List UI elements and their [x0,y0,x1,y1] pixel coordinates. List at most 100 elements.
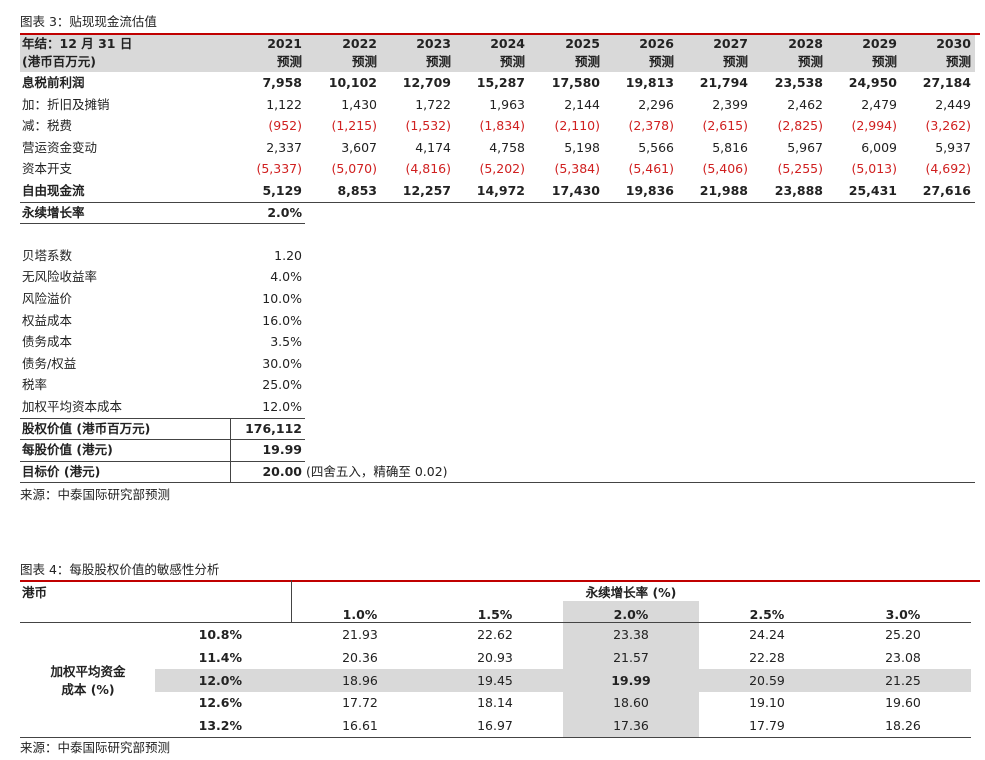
cell: 23,538 [774,75,823,90]
row-label: 资本开支 [22,161,73,177]
row-label: 股权价值 (港币百万元) [22,420,151,436]
row-label: 加权平均资本成本 [22,399,123,414]
rule [291,580,292,622]
cell: 2,296 [638,96,674,112]
cell: 2,337 [266,139,302,155]
year: 2021 [267,36,302,51]
year: 2029 [862,36,897,51]
header-band [20,35,975,72]
rule [20,33,980,35]
cell: 20.00 [262,463,302,479]
cell: (4,692) [925,161,971,177]
cell: 5,129 [262,183,302,198]
year: 2023 [416,36,451,51]
table-title: 图表 4：每股股权价值的敏感性分析 [20,562,220,577]
row-title: 加权平均资金 [50,664,126,679]
cell: (5,461) [628,161,674,177]
cell: 10.0% [262,291,302,306]
rule [20,482,975,483]
rule [20,418,305,419]
cell: 19,813 [625,75,674,90]
year: 2024 [490,36,525,51]
table-title: 图表 3：贴现现金流估值 [20,14,157,29]
cell: (2,110) [554,118,600,134]
year-sub: 预测 [351,54,377,69]
cell: (2,615) [702,118,748,134]
column-title: 永续增长率 (%) [585,585,677,600]
cell: 8,853 [337,183,377,198]
cell: 24.24 [749,627,785,642]
row-label: 贝塔系数 [22,247,73,263]
row-label: 风险溢价 [22,291,73,306]
cell: 4,174 [415,139,451,155]
cell: 17.79 [749,718,785,734]
rule [20,622,971,623]
cell: 2,462 [787,96,823,112]
year-sub: 预测 [722,54,748,69]
cell: 20.59 [749,672,785,688]
cell: 21.57 [613,649,649,665]
cell: 19,836 [625,183,674,198]
cell: 23.38 [613,627,649,642]
header-label: (港币百万元) [22,54,96,69]
row-label: 目标价 (港元) [22,463,101,479]
rule [230,418,231,482]
year-sub: 预测 [648,54,674,69]
rule [20,223,305,224]
cell: 1.20 [274,247,302,263]
note: (四舍五入，精确至 0.02) [306,463,448,479]
cell: 16.61 [342,718,378,734]
source: 来源：中泰国际研究部预测 [20,740,171,755]
cell: 19.45 [477,672,513,688]
cell: (1,532) [405,118,451,134]
cell: 2,479 [861,96,897,112]
cell: 19.99 [611,672,651,688]
row-label: 权益成本 [22,312,73,328]
year: 2025 [565,36,600,51]
row-label: 自由现金流 [22,183,85,198]
year-sub: 预测 [797,54,823,69]
cell: 18.96 [342,672,378,688]
cell: 17.72 [342,695,378,711]
cell: 30.0% [262,355,302,371]
cell: 17,580 [551,75,600,90]
row-label: 10.8% [198,627,242,642]
cell: 16.0% [262,312,302,328]
cell: 3.5% [270,334,302,350]
column-label: 2.0% [613,607,649,622]
rule [20,439,305,440]
cell: (5,202) [479,161,525,177]
cell: 5,198 [564,139,600,155]
cell: (5,384) [554,161,600,177]
cell: 17,430 [551,183,600,198]
rule [20,580,980,582]
row-label: 息税前利润 [22,75,85,90]
column-label: 1.5% [477,607,513,622]
cell: 22.28 [749,649,785,665]
cell: 2,399 [712,96,748,112]
header-label: 年结：12 月 31 日 [22,36,133,51]
cell: 6,009 [861,139,897,155]
cell: 21,988 [699,183,748,198]
year: 2028 [788,36,823,51]
year: 2022 [342,36,377,51]
cell: 1,963 [489,96,525,112]
rule [20,202,975,203]
cell: 7,958 [262,75,302,90]
cell: 18.60 [613,695,649,711]
cell: 12,709 [402,75,451,90]
row-label: 税率 [22,377,48,393]
cell: 27,184 [922,75,971,90]
cell: 2.0% [267,204,302,220]
cell: 24,950 [848,75,897,90]
cell: (5,070) [331,161,377,177]
year: 2026 [639,36,674,51]
cell: 12.0% [262,399,302,414]
cell: (952) [268,118,302,134]
cell: 5,816 [712,139,748,155]
cell: 21.93 [342,627,378,642]
row-label: 减：税费 [22,118,73,134]
cell: (1,215) [331,118,377,134]
row-label: 11.4% [198,649,242,665]
cell: 5,967 [787,139,823,155]
